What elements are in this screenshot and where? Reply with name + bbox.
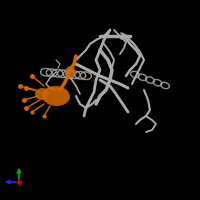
Ellipse shape: [42, 86, 70, 106]
Ellipse shape: [65, 66, 75, 78]
Ellipse shape: [35, 88, 49, 100]
